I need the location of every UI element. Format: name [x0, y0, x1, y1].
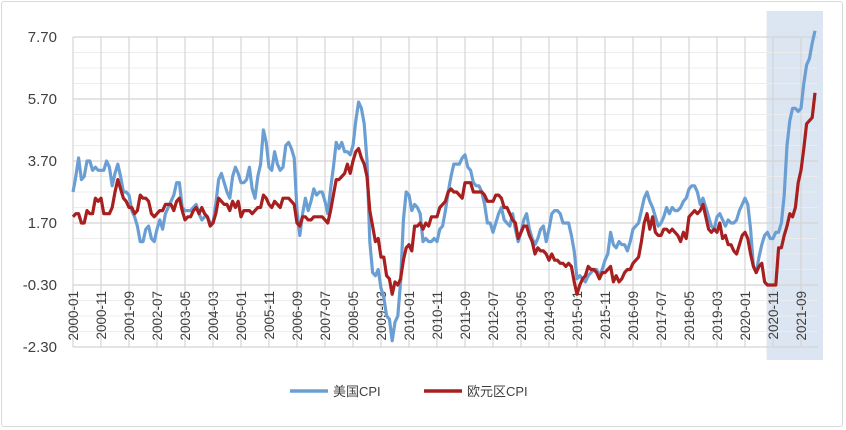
- x-tick-label: 2015-01: [570, 291, 585, 341]
- y-tick-label: -0.30: [23, 277, 57, 294]
- x-tick-label: 2007-07: [318, 291, 333, 341]
- x-tick-label: 2018-05: [682, 291, 697, 341]
- x-tick-label: 2021-09: [794, 291, 809, 341]
- legend-label-eurozone-cpi: 欧元区CPI: [467, 384, 528, 399]
- x-tick-label: 2015-11: [598, 291, 613, 340]
- series-line-us-cpi: [71, 30, 817, 343]
- x-tick-label: 2001-09: [122, 291, 137, 341]
- y-tick-label: 3.70: [28, 153, 57, 170]
- highlight-rect: [766, 11, 823, 360]
- x-tick-label: 2005-11: [262, 291, 277, 340]
- y-tick-label: -2.30: [23, 339, 57, 356]
- x-tick-label: 2003-05: [178, 291, 193, 341]
- legend: 美国CPI 欧元区CPI: [290, 384, 528, 399]
- x-tick-label: 2004-03: [206, 291, 221, 341]
- x-tick-label: 2013-05: [514, 291, 529, 341]
- x-tick-label: 2008-05: [346, 291, 361, 341]
- x-tick-label: 2011-09: [458, 291, 473, 340]
- x-axis: 2000-01 2000-11 2001-09 2002-07 2003-05 2004-…: [66, 291, 809, 341]
- y-axis: 7.70 5.70 3.70 1.70 -0.30 -2.30: [23, 29, 57, 356]
- x-tick-label: 2002-07: [150, 291, 165, 341]
- x-tick-label: 2014-03: [542, 291, 557, 341]
- x-tick-label: 2020-11: [766, 291, 781, 340]
- y-tick-label: 7.70: [28, 29, 57, 46]
- x-tick-label: 2010-01: [402, 291, 417, 341]
- x-tick-label: 2012-07: [486, 291, 501, 341]
- series-lines: [71, 30, 817, 343]
- x-tick-label: 2016-09: [626, 291, 641, 341]
- x-tick-label: 2010-11: [430, 291, 445, 340]
- legend-label-us-cpi: 美国CPI: [333, 384, 381, 399]
- highlight-region: [766, 11, 823, 360]
- legend-item-eurozone-cpi[interactable]: 欧元区CPI: [424, 384, 528, 399]
- x-tick-label: 2006-09: [290, 291, 305, 341]
- series-line-eurozone-cpi: [71, 92, 817, 296]
- x-tick-label: 2000-11: [94, 291, 109, 340]
- x-tick-label: 2005-01: [234, 291, 249, 341]
- legend-item-us-cpi[interactable]: 美国CPI: [290, 384, 381, 399]
- x-tick-label: 2000-01: [66, 291, 81, 341]
- y-tick-label: 1.70: [28, 215, 57, 232]
- x-tick-label: 2020-01: [738, 291, 753, 341]
- x-tick-label: 2019-03: [710, 291, 725, 341]
- x-tick-label: 2017-07: [654, 291, 669, 341]
- y-tick-label: 5.70: [28, 91, 57, 108]
